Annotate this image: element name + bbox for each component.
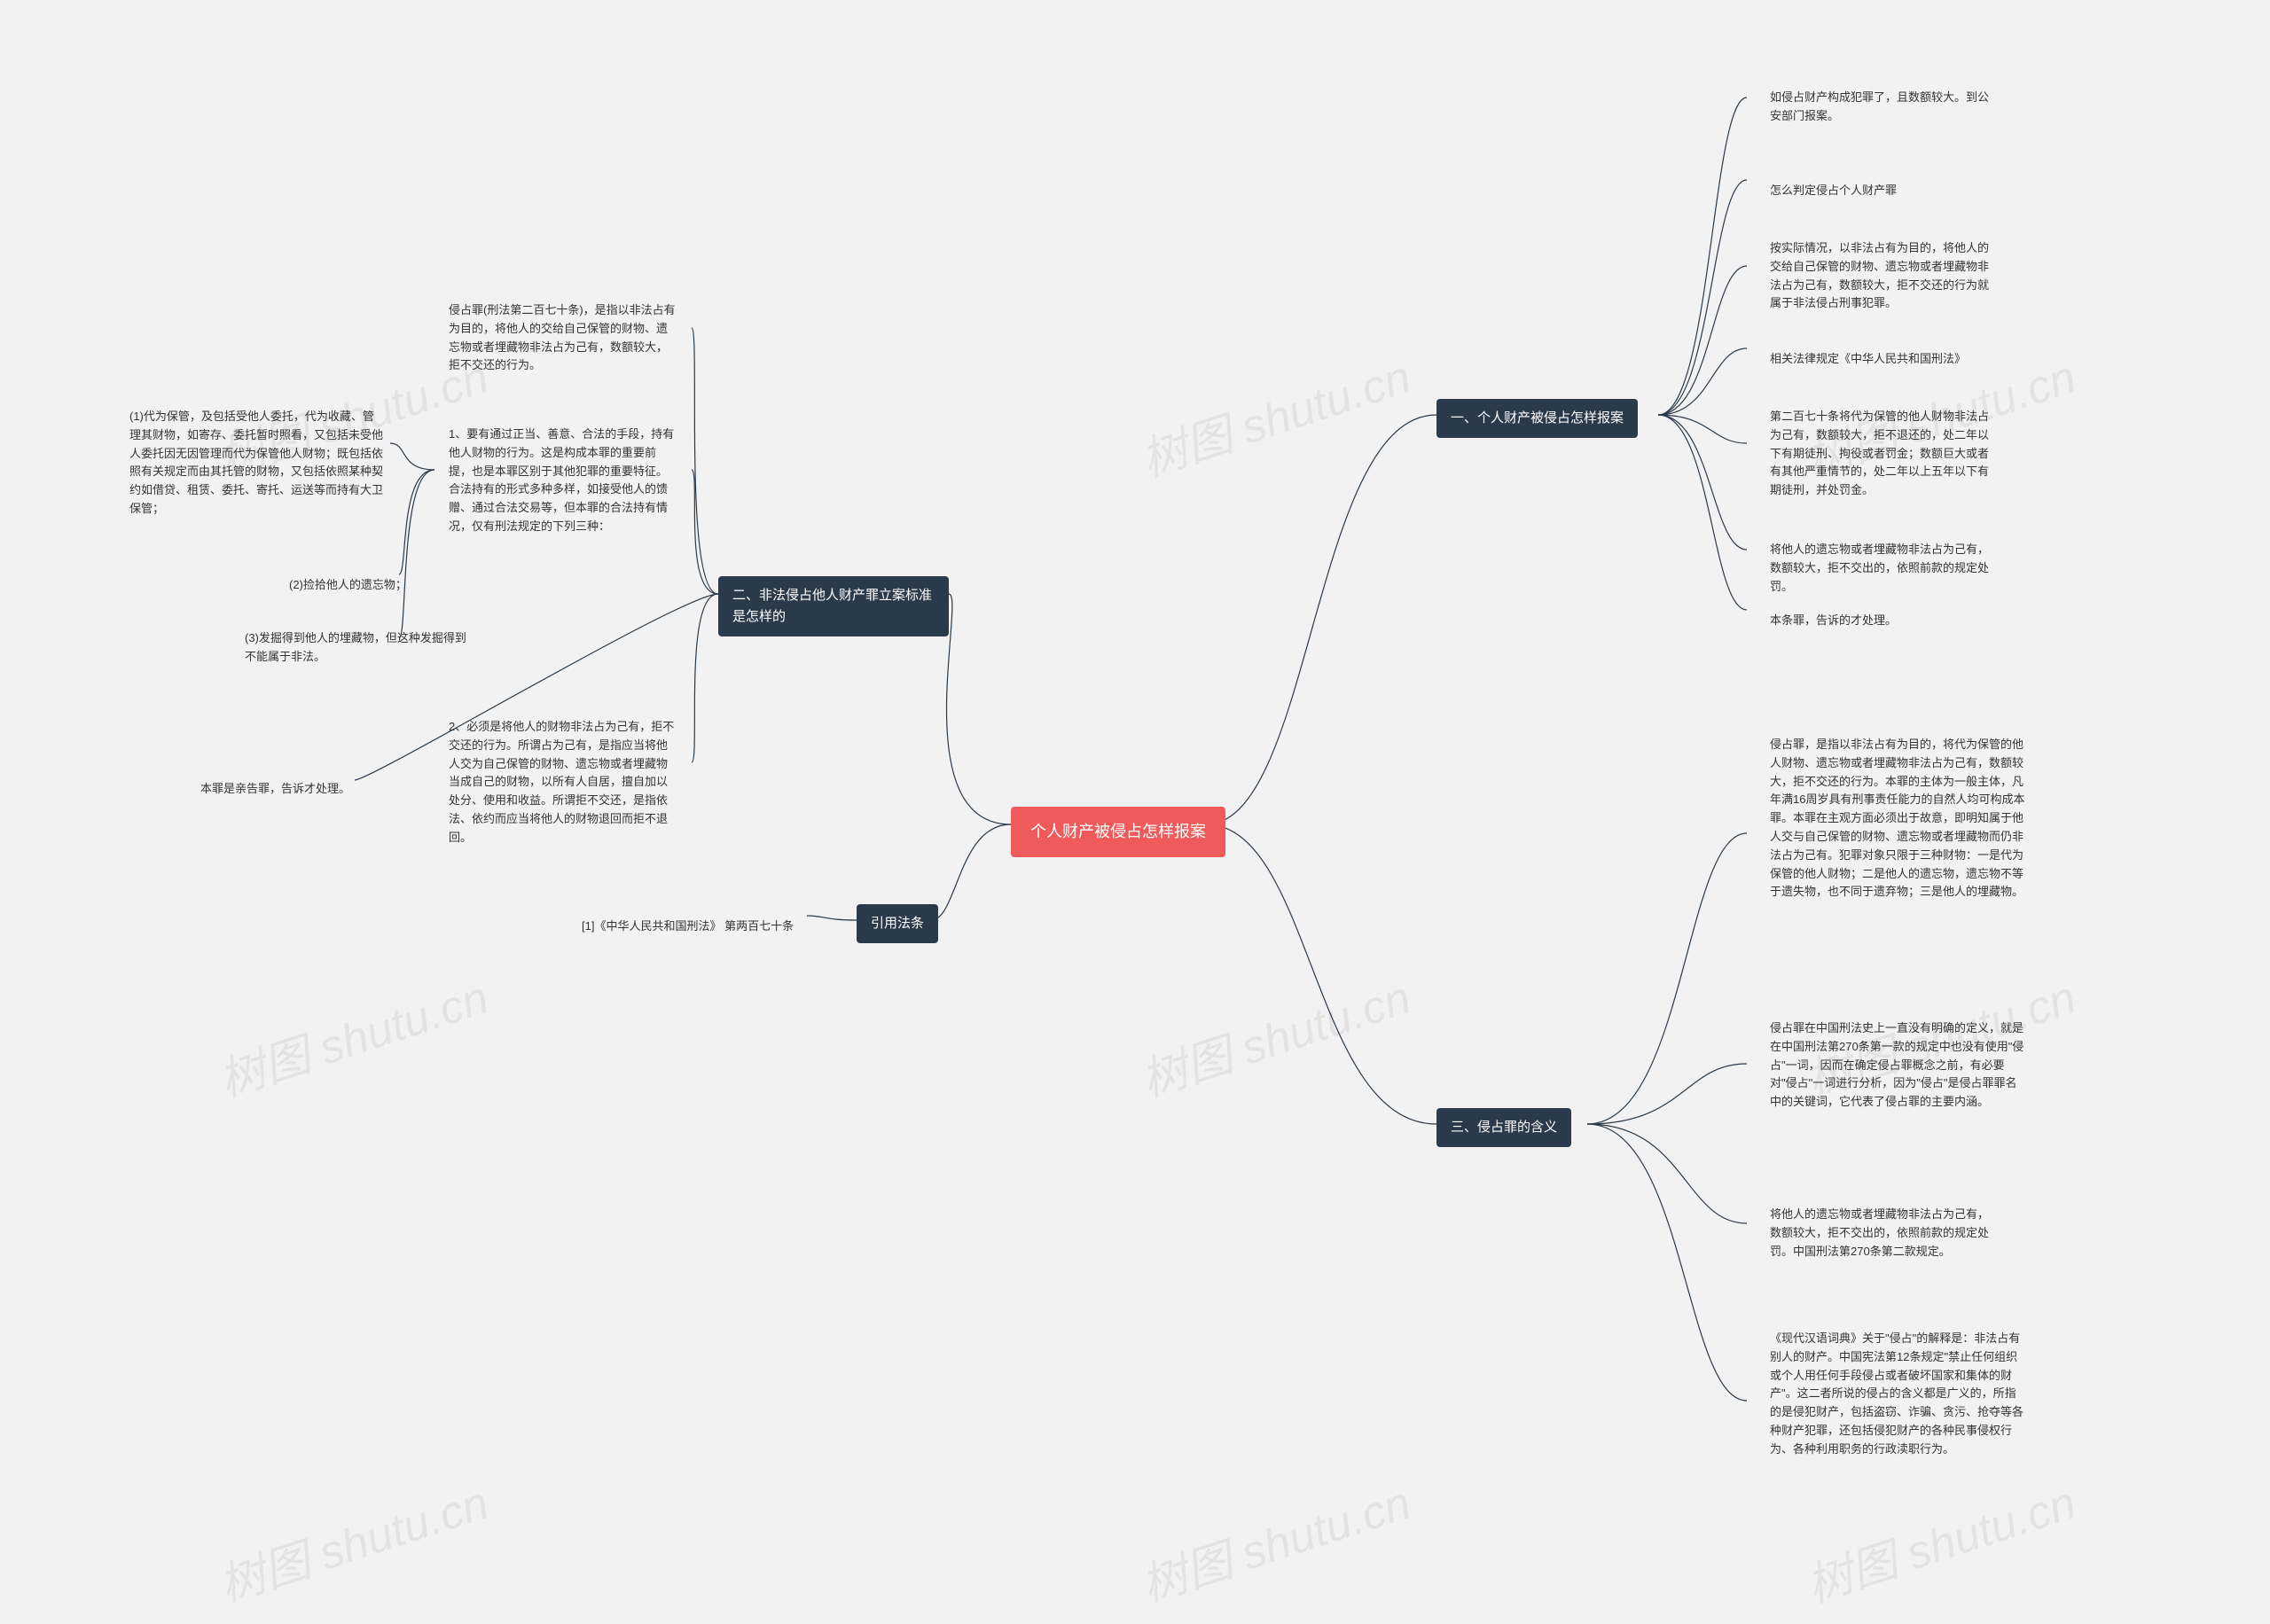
watermark: 树图 shutu.cn <box>1131 340 1418 489</box>
watermark: 树图 shutu.cn <box>209 960 496 1110</box>
leaf-l1-1-1: (2)捡拾他人的遗忘物； <box>275 567 421 604</box>
leaf-r1-4: 第二百七十条将代为保管的他人财物非法占为己有，数额较大，拒不退还的，处二年以下有… <box>1756 399 2013 509</box>
leaf-l1-0: 侵占罪(刑法第二百七十条)，是指以非法占有为目的，将他人的交给自己保管的财物、遗… <box>434 293 692 384</box>
leaf-r2-1: 侵占罪在中国刑法史上一直没有明确的定义，就是在中国刑法第270条第一款的规定中也… <box>1756 1011 2039 1120</box>
branch-left-2[interactable]: 引用法条 <box>857 904 938 943</box>
leaf-l1-1-0: (1)代为保管，及包括受他人委托，代为收藏、管理其财物，如寄存、委托暂时照看，又… <box>115 399 399 527</box>
leaf-r1-3: 相关法律规定《中华人民共和国刑法》 <box>1756 341 1980 378</box>
leaf-l1-2: 2、必须是将他人的财物非法占为己有，拒不交还的行为。所谓占为己有，是指应当将他人… <box>434 709 692 856</box>
leaf-r1-5: 将他人的遗忘物或者埋藏物非法占为己有，数额较大，拒不交出的，依照前款的规定处罚。 <box>1756 532 2013 605</box>
leaf-l2-0: [1]《中华人民共和国刑法》 第两百七十条 <box>568 909 808 945</box>
leaf-l1-3: 本罪是亲告罪，告诉才处理。 <box>186 771 364 808</box>
leaf-r2-0: 侵占罪，是指以非法占有为目的，将代为保管的他人财物、遗忘物或者埋藏物非法占为己有… <box>1756 727 2039 910</box>
watermark: 树图 shutu.cn <box>1131 960 1418 1110</box>
leaf-r1-0: 如侵占财产构成犯罪了，且数额较大。到公安部门报案。 <box>1756 80 2013 135</box>
leaf-l1-1-2: (3)发掘得到他人的埋藏物，但这种发掘得到不能属于非法。 <box>231 621 488 675</box>
branch-left-1[interactable]: 二、非法侵占他人财产罪立案标准是怎样的 <box>718 576 949 636</box>
leaf-r2-2: 将他人的遗忘物或者埋藏物非法占为己有，数额较大，拒不交出的，依照前款的规定处罚。… <box>1756 1197 2013 1269</box>
leaf-r1-2: 按实际情况，以非法占有为目的，将他人的交给自己保管的财物、遗忘物或者埋藏物非法占… <box>1756 230 2013 322</box>
leaf-l1-1: 1、要有通过正当、善意、合法的手段，持有他人财物的行为。这是构成本罪的重要前提，… <box>434 417 692 545</box>
branch-right-1[interactable]: 一、个人财产被侵占怎样报案 <box>1436 399 1638 438</box>
root-node[interactable]: 个人财产被侵占怎样报案 <box>1011 807 1225 857</box>
leaf-r2-3: 《现代汉语词典》关于"侵占"的解释是：非法占有别人的财产。中国宪法第12条规定"… <box>1756 1321 2039 1468</box>
watermark: 树图 shutu.cn <box>1796 1465 2083 1615</box>
leaf-r1-6: 本条罪，告诉的才处理。 <box>1756 603 1911 639</box>
watermark: 树图 shutu.cn <box>209 1465 496 1615</box>
branch-right-2[interactable]: 三、侵占罪的含义 <box>1436 1108 1571 1147</box>
leaf-r1-1: 怎么判定侵占个人财产罪 <box>1756 173 1911 209</box>
watermark: 树图 shutu.cn <box>1131 1465 1418 1615</box>
